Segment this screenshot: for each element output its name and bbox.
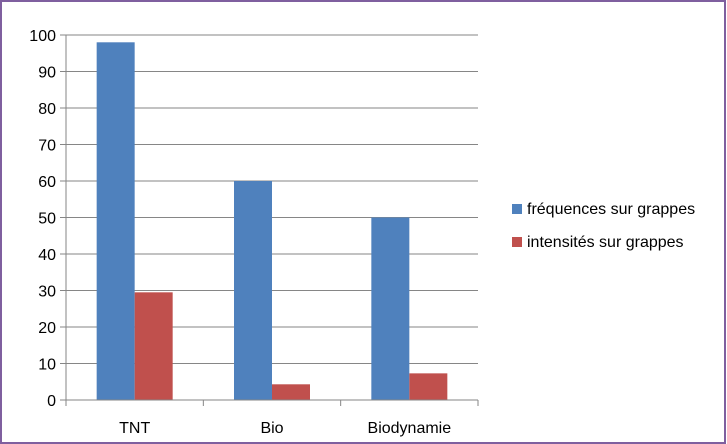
legend-swatch	[512, 237, 522, 247]
x-tick-labels: TNT Bio Biodynamie	[119, 420, 451, 437]
y-tick-label: 0	[47, 393, 56, 410]
bar-tnt-intensites	[134, 292, 173, 400]
y-tick-label: 20	[38, 320, 56, 337]
y-tick-labels: 0 10 20 30 40 50 60 70 80 90 100	[29, 28, 56, 410]
y-tick-label: 60	[38, 174, 56, 191]
y-tick-label: 80	[38, 101, 56, 118]
bar-tnt-frequences	[96, 42, 135, 401]
bar-bio-frequences	[234, 181, 272, 400]
y-tick-label: 90	[38, 65, 56, 82]
bars	[96, 42, 448, 401]
y-tick-label: 50	[38, 211, 56, 228]
y-tick-label: 10	[38, 357, 56, 374]
x-tick-label: Biodynamie	[368, 420, 452, 437]
legend: fréquences sur grappes intensités sur gra…	[512, 201, 695, 251]
y-tick-label: 100	[29, 28, 56, 45]
bar-biodynamie-intensites	[409, 373, 448, 400]
axes	[65, 35, 479, 406]
y-tick-label: 30	[38, 284, 56, 301]
x-tick-label: Bio	[260, 420, 283, 437]
legend-label: intensités sur grappes	[527, 234, 684, 251]
y-tick-label: 40	[38, 247, 56, 264]
legend-label: fréquences sur grappes	[527, 201, 695, 218]
bar-biodynamie-frequences	[371, 217, 410, 400]
y-tick-label: 70	[38, 138, 56, 155]
bar-bio-intensites	[272, 384, 310, 400]
x-tick-label: TNT	[119, 420, 150, 437]
legend-swatch	[512, 204, 522, 214]
